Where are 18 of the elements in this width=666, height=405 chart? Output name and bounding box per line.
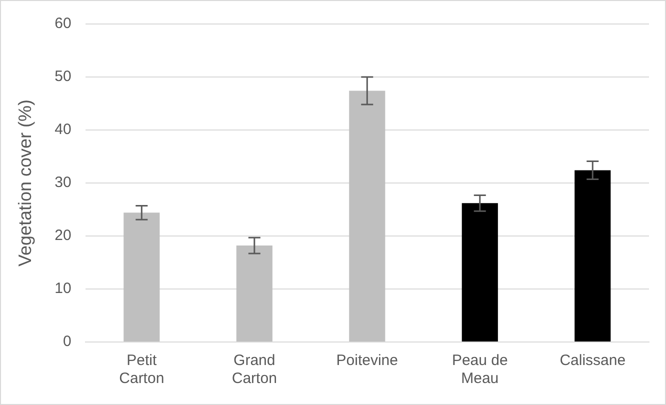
y-tick-label: 50 <box>54 68 72 86</box>
x-tick-label: Calissane <box>560 352 626 370</box>
y-tick-label: 0 <box>62 333 72 350</box>
y-tick-label: 60 <box>54 15 72 32</box>
bar <box>236 246 272 342</box>
x-tick-label: Poitevine <box>336 352 398 370</box>
x-tick-label: Grand Carton <box>232 352 277 388</box>
bar <box>349 90 386 342</box>
y-tick-label: 10 <box>54 280 72 298</box>
x-tick-label: Peau de Meau <box>452 352 508 388</box>
y-tick-label: 40 <box>54 121 72 138</box>
bar <box>462 203 498 342</box>
x-tick-label: Petit Carton <box>119 352 164 388</box>
y-tick-label: 20 <box>54 227 72 244</box>
y-axis-title: Vegetation cover (%) <box>14 99 35 267</box>
bar <box>124 212 160 342</box>
y-tick-label: 30 <box>54 174 72 192</box>
bar <box>574 170 611 342</box>
